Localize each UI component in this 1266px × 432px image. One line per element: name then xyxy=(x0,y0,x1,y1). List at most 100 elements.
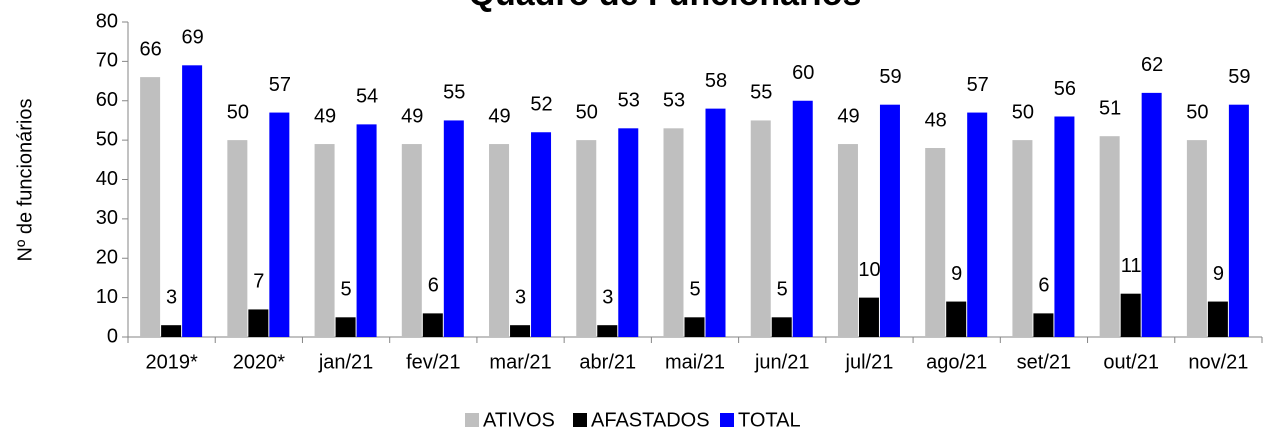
data-label: 5 xyxy=(689,279,700,301)
bar xyxy=(597,325,618,337)
bar xyxy=(792,100,813,337)
data-label: 49 xyxy=(314,105,336,127)
x-tick-label: out/21 xyxy=(1103,351,1159,373)
bar xyxy=(684,317,705,337)
data-label: 5 xyxy=(341,279,352,301)
data-label: 6 xyxy=(1038,275,1049,297)
y-tick-label: 0 xyxy=(107,325,118,347)
x-tick-label: ago/21 xyxy=(926,351,987,373)
bar xyxy=(967,112,988,337)
legend-label: AFASTADOS xyxy=(591,409,710,431)
data-label: 57 xyxy=(269,74,291,96)
bar xyxy=(531,132,552,337)
bar xyxy=(576,140,597,337)
data-label: 5 xyxy=(777,279,788,301)
x-tick-label: jul/21 xyxy=(845,351,894,373)
bar xyxy=(1228,104,1249,337)
data-label: 49 xyxy=(488,105,510,127)
x-tick-label: jan/21 xyxy=(318,351,374,373)
bar xyxy=(1054,116,1075,337)
data-label: 50 xyxy=(1186,101,1208,123)
data-label: 50 xyxy=(1012,101,1034,123)
bar xyxy=(1012,140,1033,337)
y-tick-label: 80 xyxy=(96,10,118,32)
y-tick-label: 50 xyxy=(96,128,118,150)
y-axis-label: Nº de funcionários xyxy=(14,99,36,262)
data-label: 3 xyxy=(166,286,177,308)
bar xyxy=(356,124,377,337)
bar xyxy=(705,108,726,337)
bar xyxy=(422,313,443,337)
x-tick-label: mai/21 xyxy=(665,351,725,373)
data-label: 56 xyxy=(1054,78,1076,100)
data-label: 69 xyxy=(181,27,203,49)
data-label: 55 xyxy=(750,82,772,104)
bar xyxy=(925,148,946,337)
data-label: 3 xyxy=(515,286,526,308)
y-tick-label: 40 xyxy=(96,168,118,190)
x-tick-label: mar/21 xyxy=(489,351,551,373)
bar xyxy=(227,140,248,337)
data-label: 53 xyxy=(618,90,640,112)
bar xyxy=(1186,140,1207,337)
data-label: 49 xyxy=(401,105,423,127)
data-label: 9 xyxy=(951,263,962,285)
bar xyxy=(335,317,356,337)
legend-swatch xyxy=(465,413,479,427)
data-label: 10 xyxy=(858,259,880,281)
legend-swatch xyxy=(720,413,734,427)
bar xyxy=(161,325,182,337)
data-label: 50 xyxy=(227,101,249,123)
data-label: 59 xyxy=(1228,66,1250,88)
bar xyxy=(1207,301,1228,337)
bar xyxy=(837,144,858,337)
x-tick-label: set/21 xyxy=(1017,351,1071,373)
x-tick-label: jun/21 xyxy=(754,351,810,373)
x-tick-label: fev/21 xyxy=(406,351,460,373)
chart-title: Quadro de Funcionários xyxy=(469,0,862,13)
data-label: 3 xyxy=(602,286,613,308)
legend-label: ATIVOS xyxy=(483,409,555,431)
bar xyxy=(182,65,203,337)
data-label: 9 xyxy=(1213,263,1224,285)
x-tick-label: abr/21 xyxy=(579,351,636,373)
data-label: 11 xyxy=(1121,255,1142,277)
x-tick-label: 2019* xyxy=(145,351,197,373)
y-tick-label: 60 xyxy=(96,89,118,111)
data-label: 7 xyxy=(253,271,264,293)
bar xyxy=(510,325,531,337)
data-label: 55 xyxy=(443,82,465,104)
bar xyxy=(248,309,269,337)
bar xyxy=(140,77,161,337)
bar xyxy=(1099,136,1120,337)
bar xyxy=(401,144,422,337)
x-tick-label: nov/21 xyxy=(1188,351,1248,373)
bar xyxy=(314,144,335,337)
data-label: 60 xyxy=(792,62,814,84)
bar xyxy=(750,120,771,337)
bar xyxy=(269,112,290,337)
bar xyxy=(946,301,967,337)
y-tick-label: 10 xyxy=(96,286,118,308)
bar xyxy=(879,104,900,337)
data-label: 53 xyxy=(663,90,685,112)
bar xyxy=(618,128,639,337)
bar xyxy=(1141,92,1162,337)
data-label: 51 xyxy=(1099,97,1121,119)
bar xyxy=(663,128,684,337)
y-tick-label: 20 xyxy=(96,247,118,269)
data-label: 54 xyxy=(356,86,378,108)
bar xyxy=(858,297,879,337)
data-label: 49 xyxy=(837,105,859,127)
data-label: 6 xyxy=(428,275,439,297)
data-label: 58 xyxy=(705,70,727,92)
legend-label: TOTAL xyxy=(738,409,801,431)
bar xyxy=(1120,293,1141,337)
data-label: 50 xyxy=(576,101,598,123)
data-label: 48 xyxy=(925,109,947,131)
y-tick-label: 70 xyxy=(96,50,118,72)
data-label: 52 xyxy=(530,94,552,116)
legend-swatch xyxy=(573,413,587,427)
x-tick-label: 2020* xyxy=(233,351,285,373)
